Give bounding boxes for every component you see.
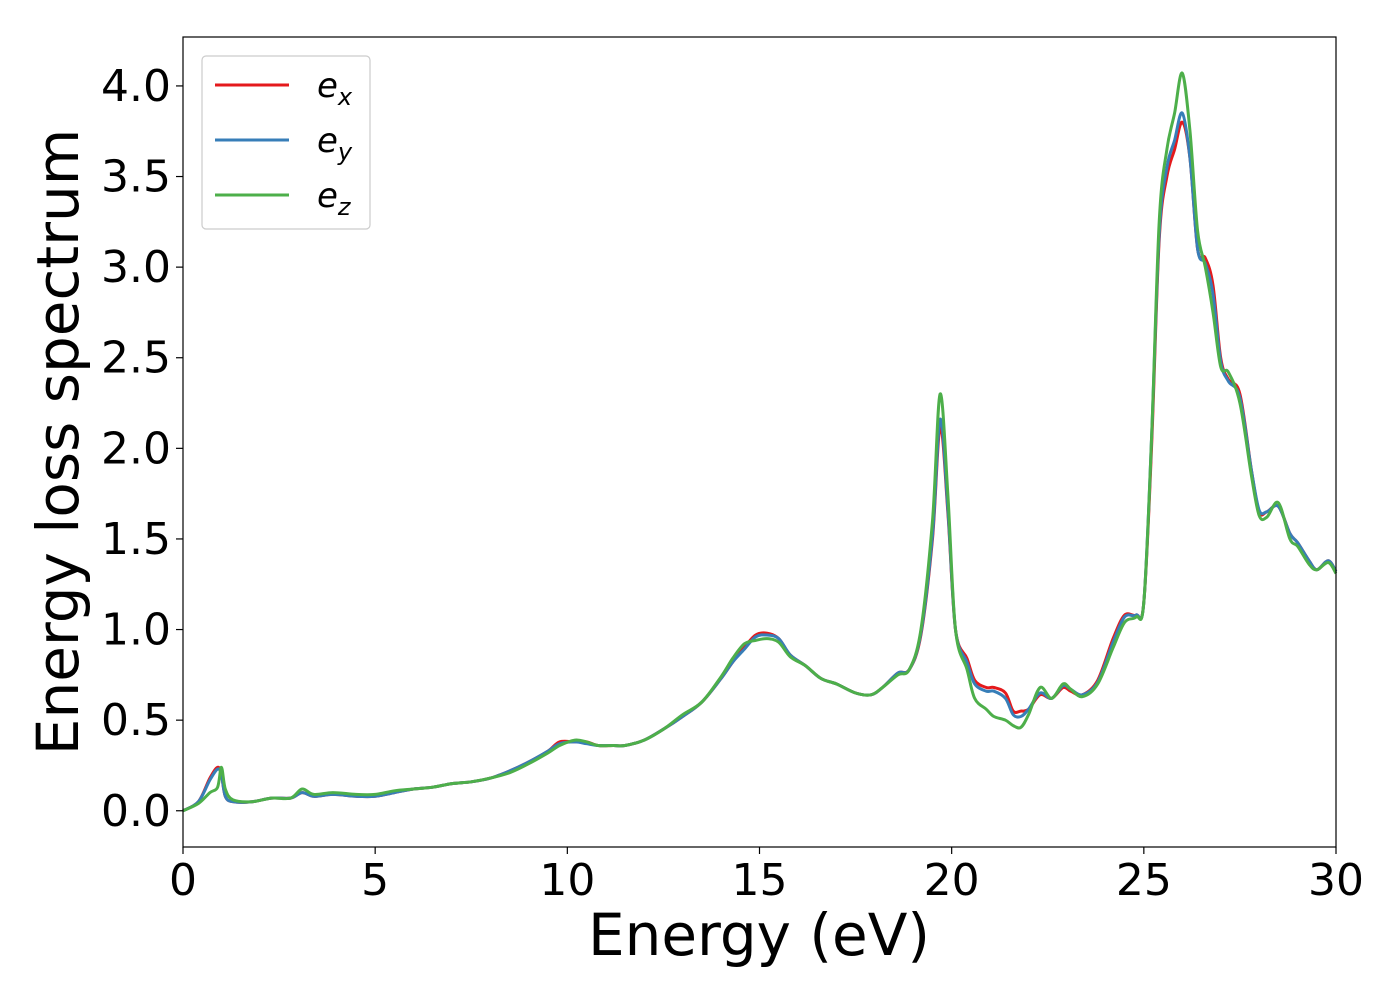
y-tick-label: 4.0 bbox=[101, 61, 171, 112]
y-tick-label: 2.0 bbox=[101, 423, 171, 474]
x-tick-label: 15 bbox=[732, 855, 788, 906]
y-tick-label: 3.0 bbox=[101, 242, 171, 293]
y-axis-ticks: 0.0 0.5 1.0 1.5 2.0 2.5 3.0 3.5 4.0 bbox=[101, 61, 183, 837]
x-tick-label: 5 bbox=[361, 855, 389, 906]
x-tick-label: 0 bbox=[169, 855, 197, 906]
legend-label-ey: ey bbox=[317, 121, 353, 166]
y-tick-label: 2.5 bbox=[101, 333, 171, 384]
x-tick-label: 20 bbox=[924, 855, 980, 906]
legend-frame bbox=[201, 55, 371, 230]
y-tick-label: 1.5 bbox=[101, 514, 171, 565]
x-axis-ticks: 0 5 10 15 20 25 30 bbox=[169, 847, 1364, 906]
legend-label-ez: ez bbox=[317, 176, 352, 221]
series-lines bbox=[182, 71, 1338, 813]
y-axis-title: Energy loss spectrum bbox=[24, 129, 92, 755]
y-tick-label: 0.5 bbox=[101, 695, 171, 746]
y-tick-label: 0.0 bbox=[101, 786, 171, 837]
x-tick-label: 25 bbox=[1116, 855, 1172, 906]
series-line-ez bbox=[182, 71, 1338, 813]
y-tick-label: 3.5 bbox=[101, 152, 171, 203]
plot-area bbox=[183, 37, 1336, 847]
x-axis-title: Energy (eV) bbox=[588, 901, 930, 969]
y-tick-label: 1.0 bbox=[101, 605, 171, 656]
x-tick-label: 10 bbox=[539, 855, 595, 906]
legend: ex ey ez bbox=[201, 55, 371, 230]
legend-label-ex: ex bbox=[317, 66, 353, 111]
x-tick-label: 30 bbox=[1308, 855, 1364, 906]
